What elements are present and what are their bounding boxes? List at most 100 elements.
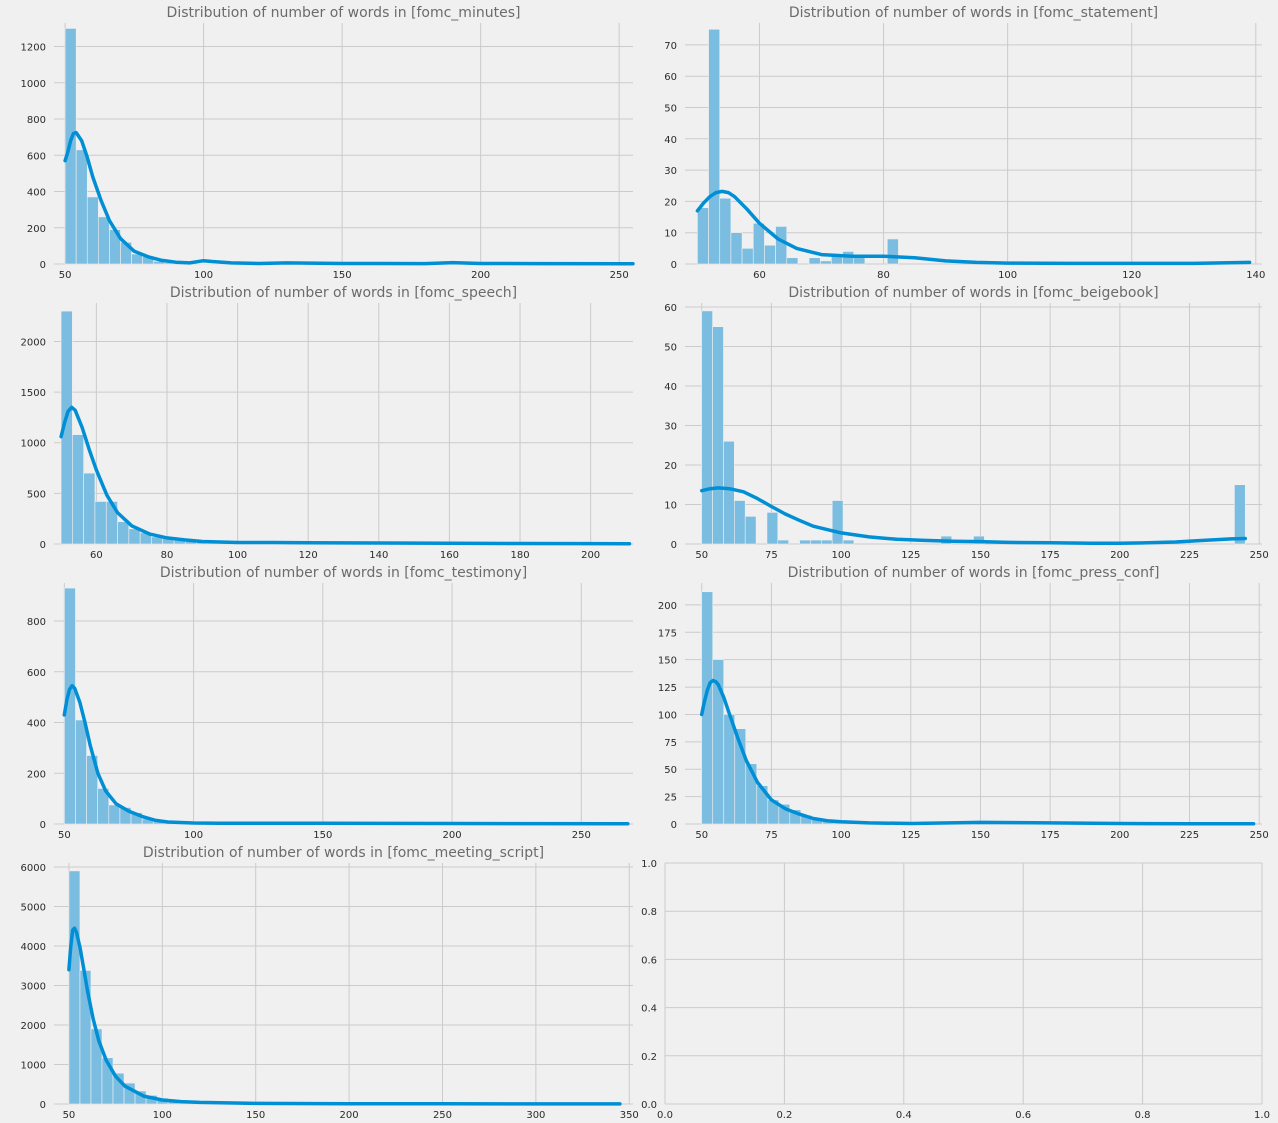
histogram-bar xyxy=(842,539,855,545)
y-tick-label: 40 xyxy=(664,382,677,393)
y-tick-label: 70 xyxy=(664,41,677,52)
x-tick-label: 80 xyxy=(877,270,890,281)
subplot-title: Distribution of number of words in [fomc… xyxy=(160,565,527,581)
subplot-8: 0.0 0.2 0.4 0.6 0.8 1.0 0.0 0.2 0.4 0.6 0.8 1.0 xyxy=(641,859,1270,1121)
histogram-bar xyxy=(853,257,866,265)
x-tick-label: 200 xyxy=(581,550,600,561)
histogram-bar xyxy=(786,257,799,265)
histogram-bar xyxy=(86,196,99,265)
x-tick-label: 75 xyxy=(765,830,778,841)
subplot-6: 50 75 100 125 150 175 200 225 250 0 25 50 75 100 125 15… xyxy=(658,565,1269,841)
histogram-bar xyxy=(79,970,92,1105)
histogram-bar xyxy=(697,207,709,265)
histogram-bar xyxy=(83,472,96,545)
x-tick-label: 100 xyxy=(184,830,203,841)
x-tick-label: 250 xyxy=(1250,550,1269,561)
y-tick-label: 0.2 xyxy=(641,1052,657,1063)
x-tick-label: 150 xyxy=(971,550,990,561)
x-tick-label: 100 xyxy=(832,550,851,561)
x-tick-label: 120 xyxy=(1122,270,1141,281)
x-tick-label: 250 xyxy=(610,270,629,281)
y-tick-label: 25 xyxy=(664,793,677,804)
y-tick-label: 600 xyxy=(27,151,46,162)
histogram-bar xyxy=(1234,484,1246,545)
x-tick-label: 50 xyxy=(58,830,71,841)
y-tick-label: 75 xyxy=(664,738,677,749)
histogram-bar xyxy=(764,244,776,265)
kde-line xyxy=(695,189,1252,266)
y-tick-label: 0 xyxy=(40,1100,46,1111)
histogram-bar xyxy=(719,197,732,265)
y-tick-label: 0 xyxy=(671,820,677,831)
y-tick-label: 10 xyxy=(664,500,677,511)
y-tick-label: 40 xyxy=(664,135,677,146)
y-tick-label: 30 xyxy=(664,166,677,177)
subplot-3: 60 80 100 120 140 160 180 2000500100015002000Di… xyxy=(21,285,633,561)
subplot-1: 50 100 150 200 250 0 200 400 600 800 1000 1200 Distr… xyxy=(21,5,635,281)
y-tick-label: 150 xyxy=(658,656,677,667)
y-tick-label: 3000 xyxy=(21,981,46,992)
x-tick-label: 50 xyxy=(63,1110,76,1121)
histogram-bar xyxy=(98,216,110,265)
x-tick-label: 200 xyxy=(1110,830,1129,841)
y-tick-label: 0.8 xyxy=(641,907,657,918)
y-tick-label: 60 xyxy=(664,72,677,83)
histogram-bar xyxy=(708,28,721,265)
kde-line xyxy=(67,926,622,1106)
histogram-bar xyxy=(808,257,821,265)
histogram-bar xyxy=(94,501,107,545)
x-tick-label: 125 xyxy=(901,830,920,841)
kde-line xyxy=(59,405,632,546)
x-tick-label: 180 xyxy=(510,550,529,561)
y-tick-label: 200 xyxy=(27,769,46,780)
y-tick-label: 60 xyxy=(664,303,677,314)
histogram-bar xyxy=(821,539,833,545)
y-tick-label: 1200 xyxy=(21,43,46,54)
x-tick-label: 0.6 xyxy=(1015,1110,1031,1121)
kde-line xyxy=(699,678,1256,826)
y-tick-label: 20 xyxy=(664,461,677,472)
y-tick-label: 0 xyxy=(40,820,46,831)
y-tick-label: 4000 xyxy=(21,942,46,953)
y-tick-label: 1000 xyxy=(21,1060,46,1071)
x-tick-label: 150 xyxy=(971,830,990,841)
x-tick-label: 100 xyxy=(153,1110,172,1121)
histogram-bar xyxy=(128,528,141,545)
subplot-title: Distribution of number of words in [fomc… xyxy=(788,565,1160,581)
histogram-bar xyxy=(775,226,788,265)
y-tick-label: 2000 xyxy=(21,1021,46,1032)
y-tick-label: 400 xyxy=(27,719,46,730)
histogram-bar xyxy=(75,149,88,265)
histogram-bar xyxy=(723,440,735,545)
x-tick-label: 200 xyxy=(1110,550,1129,561)
x-tick-label: 140 xyxy=(369,550,388,561)
x-tick-label: 120 xyxy=(299,550,318,561)
y-tick-label: 30 xyxy=(664,421,677,432)
histogram-bar xyxy=(730,232,743,265)
histogram-bar xyxy=(72,434,84,545)
y-tick-label: 600 xyxy=(27,668,46,679)
x-tick-label: 250 xyxy=(572,830,591,841)
y-tick-label: 6000 xyxy=(21,863,46,874)
x-tick-label: 100 xyxy=(832,830,851,841)
subplot-4: 50 75 100 125 150 175 200 225 250 0 10 20 30 40 50 60 Di… xyxy=(664,285,1268,561)
histogram-bar xyxy=(75,719,87,825)
y-tick-label: 10 xyxy=(664,229,677,240)
x-tick-label: 0.0 xyxy=(657,1110,673,1121)
y-tick-label: 50 xyxy=(664,342,677,353)
histogram-bar xyxy=(799,539,811,545)
y-tick-label: 200 xyxy=(27,224,46,235)
histogram-bar xyxy=(777,539,789,545)
histogram-bar xyxy=(734,500,746,545)
y-tick-label: 800 xyxy=(27,617,46,628)
histogram-bar xyxy=(744,516,757,545)
histogram-bar xyxy=(886,238,899,265)
x-tick-label: 250 xyxy=(1250,830,1269,841)
x-tick-label: 175 xyxy=(1041,830,1060,841)
subplot-title: Distribution of number of words in [fomc… xyxy=(170,285,517,301)
y-tick-label: 0.4 xyxy=(641,1004,657,1015)
y-tick-label: 0 xyxy=(671,540,677,551)
x-tick-label: 150 xyxy=(333,270,352,281)
x-tick-label: 200 xyxy=(443,830,462,841)
